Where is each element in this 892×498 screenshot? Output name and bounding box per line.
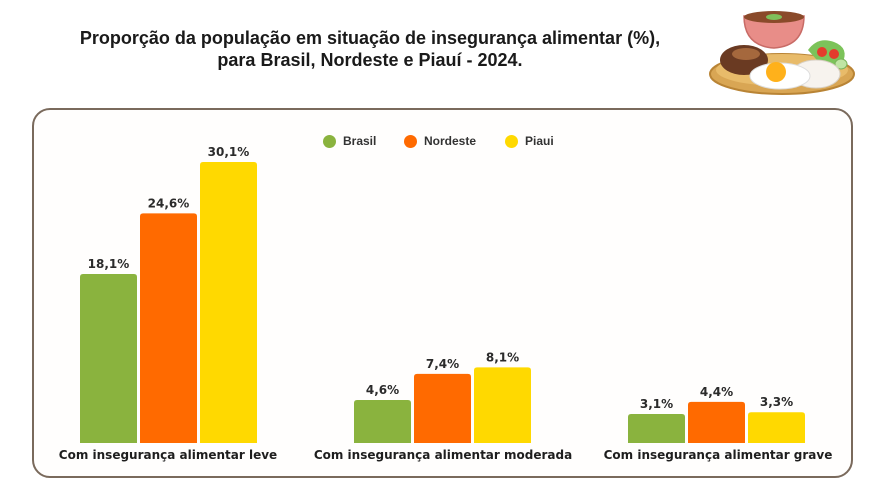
- bar-brasil-0: [80, 274, 137, 443]
- bar-piaui-0: [200, 162, 257, 443]
- legend: Brasil Nordeste Piaui: [0, 132, 892, 150]
- data-label-piaui-2: 3,3%: [760, 395, 793, 409]
- bar-nordeste-2: [688, 401, 745, 443]
- bar-piaui-2: [748, 412, 805, 443]
- legend-label-brasil: Brasil: [343, 134, 377, 148]
- data-label-nordeste-1: 7,4%: [426, 357, 459, 371]
- legend-label-nordeste: Nordeste: [424, 134, 477, 148]
- legend-label-piaui: Piaui: [525, 134, 554, 148]
- legend-item-brasil: Brasil: [323, 132, 376, 150]
- food-plate-icon: [709, 11, 855, 95]
- legend-swatch-nordeste: [404, 134, 417, 148]
- chart-title-line-1: Proporção da população em situação de in…: [79, 28, 661, 48]
- data-label-piaui-0: 30,1%: [208, 145, 250, 159]
- bar-piaui-1: [474, 367, 531, 443]
- bar-brasil-2: [628, 414, 685, 443]
- data-label-piaui-1: 8,1%: [486, 350, 519, 364]
- bar-nordeste-0: [140, 213, 197, 443]
- legend-item-nordeste: Nordeste: [404, 132, 476, 150]
- bar-nordeste-1: [414, 373, 471, 443]
- category-label-0: Com insegurança alimentar leve: [59, 448, 277, 462]
- data-label-nordeste-0: 24,6%: [148, 196, 190, 210]
- category-label-1: Com insegurança alimentar moderada: [314, 448, 572, 462]
- legend-item-piaui: Piaui: [505, 132, 554, 150]
- data-label-brasil-1: 4,6%: [366, 383, 399, 397]
- data-label-brasil-0: 18,1%: [88, 257, 130, 271]
- bar-brasil-1: [354, 400, 411, 443]
- data-label-brasil-2: 3,1%: [640, 397, 673, 411]
- chart-title: Proporção da população em situação de in…: [40, 27, 700, 71]
- category-label-2: Com insegurança alimentar grave: [604, 448, 833, 462]
- legend-swatch-brasil: [323, 134, 336, 148]
- data-label-nordeste-2: 4,4%: [700, 385, 733, 399]
- legend-swatch-piaui: [505, 134, 518, 148]
- chart-title-line-2: para Brasil, Nordeste e Piauí - 2024.: [217, 50, 523, 70]
